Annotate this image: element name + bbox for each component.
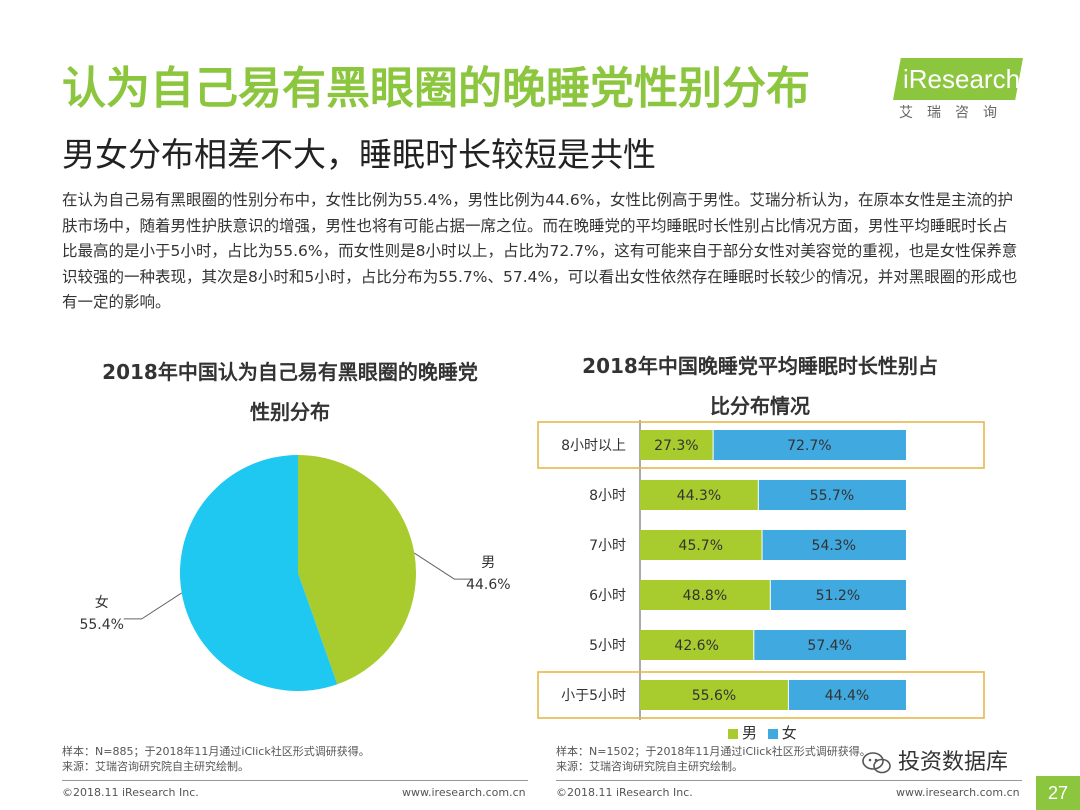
bar-category-label: 6小时 [589,588,626,604]
bar-segment-male [640,530,762,560]
bar-segment-female [758,480,906,510]
pie-slice-value: 44.6% [466,577,510,593]
left-url: www.iresearch.com.cn [402,786,526,799]
pie-slice-male [298,455,416,685]
wechat-watermark: 投资数据库 [862,744,1008,776]
bar-segment-female [762,530,906,560]
watermark-text: 投资数据库 [898,750,1009,775]
bar-value-label-female: 55.7% [810,488,854,504]
bar-chart-title-line1: 2018年中国晚睡党平均睡眠时长性别占 [582,354,938,378]
bar-value-label-female: 51.2% [816,588,860,604]
pie-leader-line [414,552,473,580]
bar-value-label-male: 48.8% [683,588,727,604]
bar-category-label: 7小时 [589,538,626,554]
right-url: www.iresearch.com.cn [896,786,1020,799]
bar-segment-male [640,480,758,510]
left-sample-note: 样本：N=885；于2018年11月通过iClick社区形式调研获得。 [62,745,370,758]
bar-segment-male [640,680,788,710]
legend-swatch-male [728,728,738,739]
bar-value-label-male: 45.7% [679,538,723,554]
pie-chart-svg: 男 44.6% 女 55.4% [79,455,511,691]
page-subtitle: 男女分布相差不大，睡眠时长较短是共性 [62,135,656,174]
bar-value-label-male: 44.3% [677,488,721,504]
bar-segment-male [640,580,770,610]
bar-legend: 男 女 [728,722,797,743]
bar-chart-svg: 8小时以上 27.3% 72.7% 8小时 44.3% 55.7% 7小时 45.7% 54.3… [537,420,985,730]
pie-chart: 男 44.6% 女 55.4% [60,440,540,700]
pie-chart-title-line1: 2018年中国认为自己易有黑眼圈的晚睡党 [102,360,478,384]
page-number: 27 [1036,776,1080,810]
pie-chart-title-line2: 性别分布 [250,400,330,424]
wechat-icon [862,752,891,774]
right-footnote: 样本：N=1502；于2018年11月通过iClick社区形式调研获得。 来源：… [556,744,871,774]
bar-segment-female [754,630,906,660]
bar-value-label-female: 44.4% [825,688,869,704]
left-source-note: 来源：艾瑞咨询研究院自主研究绘制。 [62,760,249,773]
left-footer-divider [62,780,528,781]
bar-value-label-female: 72.7% [787,438,831,454]
bar-value-label-female: 57.4% [807,638,851,654]
page-title: 认为自己易有黑眼圈的晚睡党性别分布 [62,63,810,114]
pie-chart-title: 2018年中国认为自己易有黑眼圈的晚睡党 性别分布 [80,352,500,432]
bar-category-label: 8小时以上 [561,438,626,454]
iresearch-logo: iResearch 艾瑞咨询 [893,58,1027,122]
bar-highlight-box [537,421,985,469]
logo-subtext: 艾瑞咨询 [899,105,1011,121]
bar-chart-title-line2: 比分布情况 [710,394,810,418]
bar-segment-female [770,580,906,610]
bar-value-label-male: 42.6% [674,638,718,654]
bar-segment-female [788,680,906,710]
bar-category-label: 5小时 [589,638,626,654]
bar-value-label-male: 27.3% [654,438,698,454]
bar-value-label-male: 55.6% [692,688,736,704]
bar-category-label: 小于5小时 [561,688,626,704]
pie-slice-label: 女 [95,594,109,611]
bar-segment-female [713,430,906,460]
legend-label-female: 女 [781,724,797,742]
legend-label-male: 男 [742,724,758,742]
right-source-note: 来源：艾瑞咨询研究院自主研究绘制。 [556,760,743,773]
logo-text: iResearch [903,64,1021,94]
bar-value-label-female: 54.3% [812,538,856,554]
pie-slice-label: 男 [481,555,495,571]
bar-category-label: 8小时 [589,488,626,504]
left-footnote: 样本：N=885；于2018年11月通过iClick社区形式调研获得。 来源：艾… [62,744,370,774]
pie-slice-female [180,455,338,691]
logo-badge [893,58,1023,100]
bar-segment-male [640,630,754,660]
bar-chart-title: 2018年中国晚睡党平均睡眠时长性别占 比分布情况 [560,346,960,426]
bar-segment-male [640,430,713,460]
right-sample-note: 样本：N=1502；于2018年11月通过iClick社区形式调研获得。 [556,745,871,758]
left-copyright: ©2018.11 iResearch Inc. [62,786,199,799]
body-paragraph: 在认为自己易有黑眼圈的性别分布中，女性比例为55.4%，男性比例为44.6%，女… [62,191,1018,311]
legend-swatch-female [767,728,778,739]
pie-leader-line [123,592,182,620]
pie-slice-value: 55.4% [79,617,123,633]
bar-highlight-box [537,671,985,719]
bar-chart: 8小时以上 27.3% 72.7% 8小时 44.3% 55.7% 7小时 45.7% 54.3… [534,420,994,750]
right-footer-divider [556,780,1022,781]
right-copyright: ©2018.11 iResearch Inc. [556,786,693,799]
